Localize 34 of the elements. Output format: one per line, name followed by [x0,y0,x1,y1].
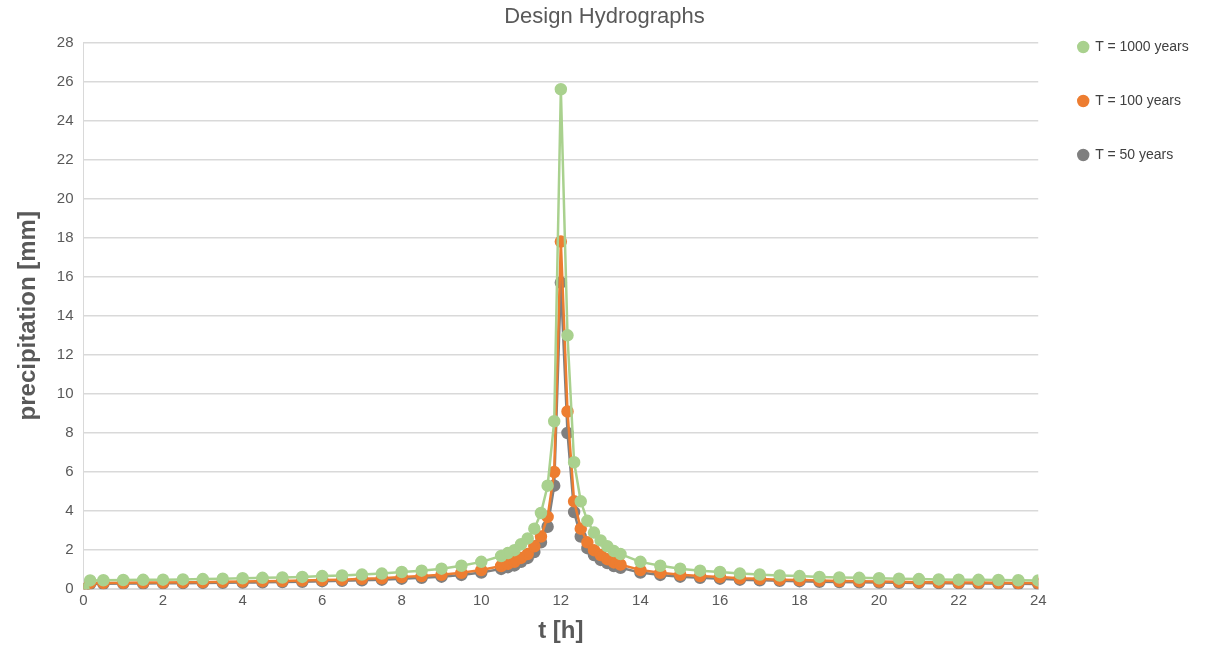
x-tick-label: 4 [238,591,247,609]
x-tick-label: 20 [870,591,888,609]
y-tick-label: 16 [56,266,74,284]
x-tick-label: 14 [632,591,649,609]
x-tick-label: 8 [397,591,406,609]
x-tick-label: 2 [158,591,168,609]
x-tick-label: 22 [950,591,968,609]
y-tick-label: 22 [56,149,74,167]
y-tick-label: 26 [56,71,74,89]
legend-label: T = 1000 years [1095,37,1189,54]
y-tick-label: 10 [56,384,74,402]
y-tick-label: 2 [65,540,74,558]
y-tick-label: 14 [56,305,74,323]
y-tick-label: 4 [65,501,74,519]
x-tick-label: 10 [472,591,490,609]
x-tick-label: 16 [711,591,729,609]
legend-label: T = 100 years [1095,91,1181,108]
y-tick-label: 8 [65,423,74,441]
y-tick-label: 20 [56,188,74,206]
y-tick-label: 28 [56,32,74,50]
x-tick-label: 6 [318,591,327,609]
y-tick-label: 6 [65,462,74,480]
y-tick-label: 12 [56,345,74,362]
x-axis-title: t [h] [538,616,584,644]
y-axis-title: precipitation [mm] [13,211,41,421]
chart-title: Design Hydrographs [504,3,705,29]
y-tick-label: 18 [56,227,74,245]
y-tick-label: 0 [65,579,74,597]
x-tick-label: 24 [1029,591,1047,609]
y-tick-label: 24 [56,110,74,128]
x-tick-label: 0 [79,591,88,609]
x-tick-label: 18 [791,591,808,609]
x-tick-label: 12 [552,591,570,609]
legend-label: T = 50 years [1095,145,1174,162]
